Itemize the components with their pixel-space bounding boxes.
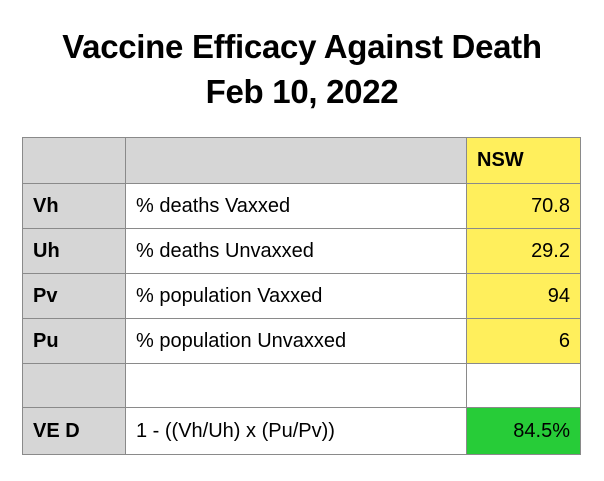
row-key-cell[interactable]: Vh (22, 183, 126, 229)
page-title: Vaccine Efficacy Against Death (62, 28, 542, 65)
row-key-cell[interactable]: Pv (22, 273, 126, 319)
row-value-cell[interactable]: 29.2 (466, 228, 581, 274)
result-value-cell[interactable]: 84.5% (466, 407, 581, 455)
efficacy-table: NSW Vh % deaths Vaxxed 70.8 Uh % deaths … (22, 137, 581, 455)
table-row: Uh % deaths Unvaxxed 29.2 (22, 228, 581, 274)
table-header-row: NSW (22, 137, 581, 184)
header-cell-description[interactable] (125, 137, 467, 184)
row-key-cell[interactable]: Pu (22, 318, 126, 364)
row-description-cell[interactable]: % population Vaxxed (125, 273, 467, 319)
table-row: Pv % population Vaxxed 94 (22, 273, 581, 319)
row-value-cell[interactable] (466, 363, 581, 408)
table-result-row: VE D 1 - ((Vh/Uh) x (Pu/Pv)) 84.5% (22, 407, 581, 455)
result-formula-cell[interactable]: 1 - ((Vh/Uh) x (Pu/Pv)) (125, 407, 467, 455)
header-cell-region[interactable]: NSW (466, 137, 581, 184)
row-description-cell[interactable]: % deaths Vaxxed (125, 183, 467, 229)
row-description-cell[interactable]: % population Unvaxxed (125, 318, 467, 364)
row-key-cell[interactable]: Uh (22, 228, 126, 274)
row-value-cell[interactable]: 6 (466, 318, 581, 364)
row-value-cell[interactable]: 70.8 (466, 183, 581, 229)
header-cell-key[interactable] (22, 137, 126, 184)
row-description-cell[interactable] (125, 363, 467, 408)
table-row: Vh % deaths Vaxxed 70.8 (22, 183, 581, 229)
table-row: Pu % population Unvaxxed 6 (22, 318, 581, 364)
page-subtitle-date: Feb 10, 2022 (205, 73, 399, 110)
result-key-cell[interactable]: VE D (22, 407, 126, 455)
row-value-cell[interactable]: 94 (466, 273, 581, 319)
row-key-cell[interactable] (22, 363, 126, 408)
table-row-blank (22, 363, 581, 408)
row-description-cell[interactable]: % deaths Unvaxxed (125, 228, 467, 274)
